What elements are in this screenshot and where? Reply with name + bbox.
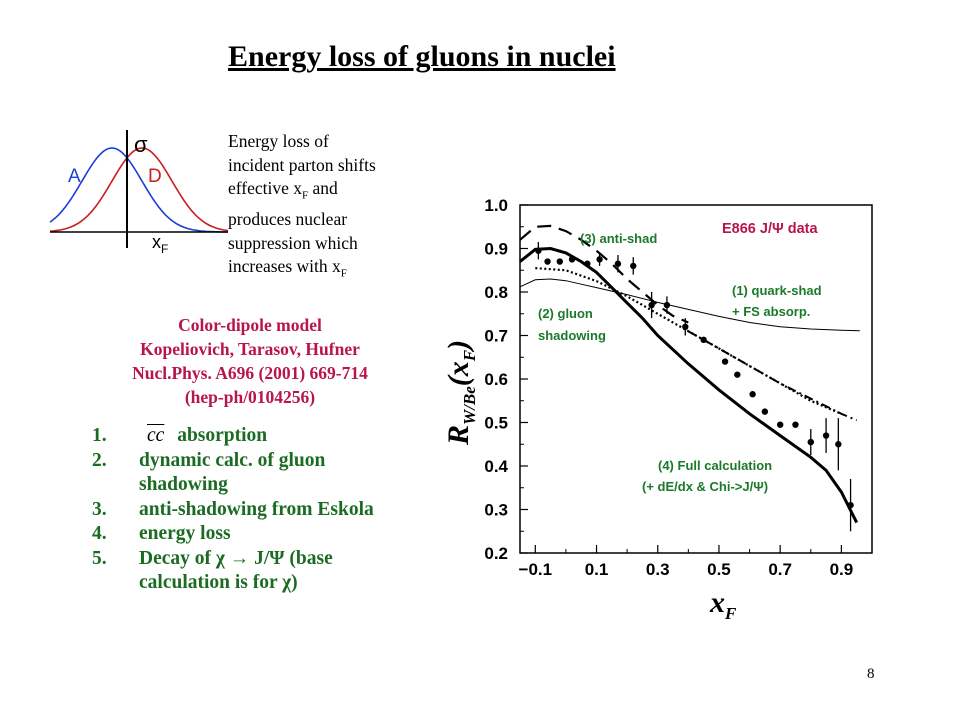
- data-point: [682, 323, 689, 330]
- suppression-chart: 0.2 0.3 0.4 0.5 0.6 0.7 0.8 0.9 1.0 −0.1 0.1 0.3 0.5…: [442, 196, 873, 623]
- data-point: [663, 301, 671, 309]
- data-point: [544, 258, 551, 265]
- x-tick-label: 0.1: [585, 560, 609, 579]
- x-tick-label: −0.1: [519, 560, 553, 579]
- annotation-quark-shad: (1) quark-shad: [732, 283, 822, 298]
- annotation-data-label: E866 J/Ψ data: [722, 221, 818, 237]
- x-tick-label: 0.3: [646, 560, 670, 579]
- y-tick-label: 1.0: [484, 196, 508, 215]
- annotation-full-calc: (4) Full calculation: [658, 458, 772, 473]
- x-tick-label: 0.7: [768, 560, 792, 579]
- x-axis-title: xF: [709, 586, 737, 623]
- ingredient-list: 1. cc absorption 2. dynamic calc. of gluon…: [92, 424, 412, 596]
- data-point: [596, 256, 603, 263]
- sketch-label-a: A: [68, 166, 81, 187]
- sketch-x-label: xF: [152, 232, 168, 256]
- data-point: [847, 501, 854, 509]
- y-tick-label: 0.3: [484, 501, 508, 520]
- list-item: 2. dynamic calc. of gluon shadowing: [92, 449, 326, 496]
- data-point: [535, 247, 542, 254]
- data-point: [648, 301, 655, 309]
- curve-anti-shad: [519, 224, 689, 324]
- list-item: 5. Decay of χ → J/Ψ (base calculation is …: [92, 547, 333, 594]
- y-axis-title: RW/Be(xF): [442, 340, 479, 446]
- y-tick-label: 0.6: [484, 370, 508, 389]
- data-point: [807, 438, 814, 446]
- shift-sketch: σ A D xF: [49, 130, 229, 256]
- list-item: 1. cc absorption: [92, 425, 268, 446]
- annotation-gluon-2: shadowing: [538, 328, 606, 343]
- sketch-curve-d: [49, 147, 229, 232]
- data-point: [721, 358, 729, 365]
- data-point: [734, 371, 741, 378]
- data-point: [584, 260, 591, 267]
- x-tick-label: 0.9: [830, 560, 854, 579]
- curve-dash-dot: [687, 330, 858, 422]
- y-tick-label: 0.4: [484, 457, 508, 476]
- y-tick-label: 0.8: [484, 283, 508, 302]
- data-point: [630, 262, 637, 270]
- model-reference: Color-dipole model Kopeliovich, Tarasov,…: [132, 315, 368, 407]
- y-tick-label: 0.2: [484, 544, 508, 563]
- y-tick-label: 0.5: [484, 414, 508, 433]
- curve-full-calculation: [519, 246, 859, 524]
- sketch-sigma-label: σ: [134, 132, 148, 157]
- data-point: [614, 260, 622, 267]
- data-point: [761, 408, 769, 415]
- data-point: [776, 421, 784, 428]
- list-item: 4. energy loss: [92, 523, 231, 544]
- annotation-anti-shad: (3) anti-shad: [580, 231, 657, 246]
- data-point: [568, 256, 576, 263]
- y-tick-label: 0.9: [484, 240, 508, 259]
- data-point: [700, 336, 707, 344]
- sketch-label-d: D: [148, 166, 162, 187]
- page-number: 8: [867, 666, 875, 682]
- y-tick-label: 0.7: [484, 327, 508, 346]
- annotation-quark-shad-2: + FS absorp.: [732, 304, 810, 319]
- data-point: [792, 421, 799, 428]
- sketch-curve-a: [49, 147, 229, 233]
- list-item: 3. anti-shadowing from Eskola: [92, 498, 374, 520]
- energy-loss-description: Energy loss of incident parton shifts ef…: [228, 131, 376, 280]
- curve-quark-shad: [519, 278, 860, 332]
- data-point: [749, 391, 756, 398]
- annotation-gluon: (2) gluon: [538, 306, 593, 321]
- data-point: [835, 441, 842, 448]
- slide-title: Energy loss of gluons in nuclei: [228, 40, 616, 73]
- x-tick-label: 0.5: [707, 560, 731, 579]
- data-point: [556, 258, 563, 265]
- annotation-full-calc-2: (+ dE/dx & Chi->J/Ψ): [642, 479, 768, 494]
- data-point: [822, 432, 830, 439]
